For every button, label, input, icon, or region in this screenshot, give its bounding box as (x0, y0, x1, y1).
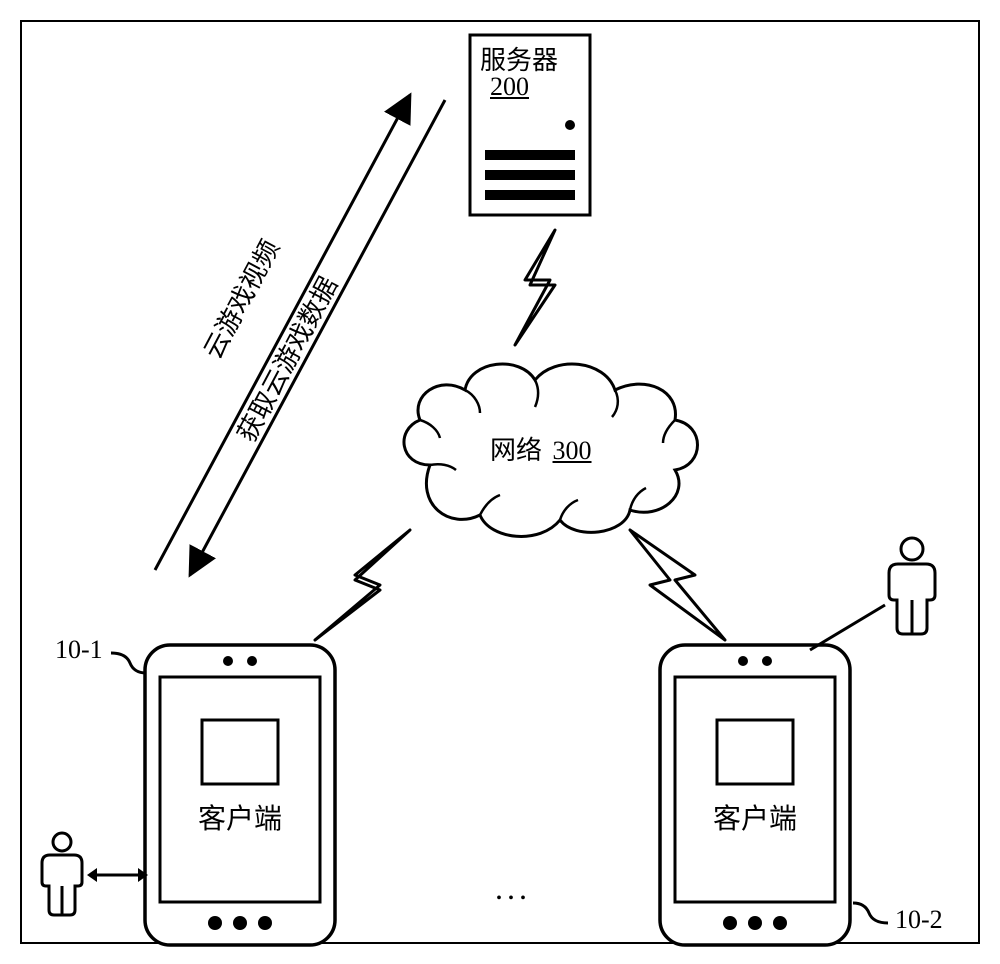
phone1-ref: 10-1 (55, 635, 103, 665)
cloud-label: 网络 300 (490, 430, 592, 467)
phone1-icon (140, 640, 340, 950)
ellipsis: ... (495, 870, 531, 907)
phone2-app-label: 客户端 (710, 797, 800, 837)
phone1-ref-curve-icon (108, 648, 148, 678)
bolt-cloud-phone1-icon (300, 525, 430, 655)
phone2-ref: 10-2 (895, 905, 943, 935)
server-number: 200 (490, 72, 529, 102)
bolt-cloud-phone2-icon (615, 525, 745, 655)
cloud-label-text: 网络 (490, 436, 542, 465)
phone2-ref-curve-icon (850, 898, 890, 928)
person2-line-icon (805, 600, 895, 660)
phone1-app-label: 客户端 (195, 797, 285, 837)
cloud-number: 300 (553, 436, 592, 465)
phone2-icon (655, 640, 855, 950)
person1-arrow-icon (85, 865, 150, 885)
person1-icon (35, 830, 90, 920)
